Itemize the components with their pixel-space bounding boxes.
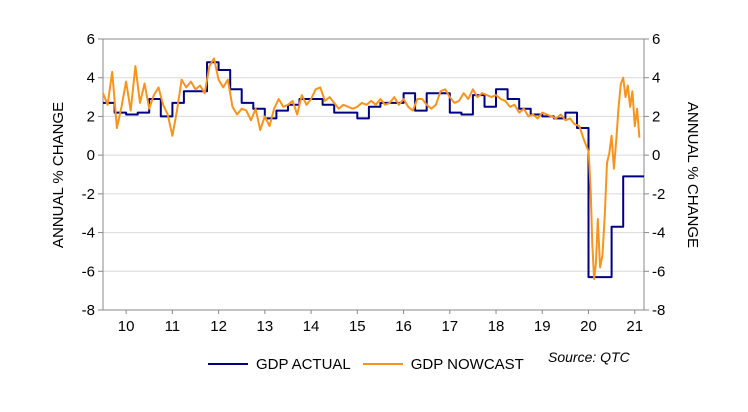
y-tick-label-right: 2	[652, 108, 660, 125]
x-tick-label: 12	[210, 318, 227, 335]
axis-ticks: 6 64 42 20 0-2 -2-4 -4-6 -6-8 -810 11 12 13 14 15 16 17…	[82, 31, 666, 335]
legend-label-gdp-nowcast: GDP NOWCAST	[410, 355, 524, 373]
x-tick-label: 21	[626, 318, 643, 335]
y-tick-label-left: 6	[87, 31, 95, 48]
source-note: Source: QTC	[548, 349, 630, 365]
y-tick-label-right: -4	[652, 225, 665, 242]
y-tick-label-left: 0	[87, 147, 95, 164]
legend-swatch-gdp-nowcast	[362, 363, 403, 365]
y-tick-label-right: -6	[652, 263, 665, 280]
plot-frame	[102, 38, 645, 311]
legend-item-gdp-nowcast: GDP NOWCAST	[362, 355, 524, 373]
y-tick-label-left: -4	[82, 225, 95, 242]
y-axis-label-left: ANNUAL % CHANGE	[50, 102, 67, 248]
y-tick-label-right: 4	[652, 70, 660, 87]
x-tick-label: 13	[256, 318, 273, 335]
x-tick-label: 10	[118, 318, 135, 335]
x-tick-label: 19	[534, 318, 551, 335]
x-tick-label: 14	[303, 318, 320, 335]
x-tick-label: 16	[395, 318, 412, 335]
y-tick-label-right: -8	[652, 302, 665, 319]
x-tick-label: 15	[349, 318, 366, 335]
series-line-gdp-actual	[103, 61, 644, 279]
series-gdp-nowcast	[102, 57, 641, 280]
x-tick-label: 17	[441, 318, 458, 335]
series-line-gdp-nowcast	[102, 57, 641, 280]
y-tick-label-right: 6	[652, 31, 660, 48]
y-tick-label-left: 2	[87, 108, 95, 125]
x-tick-label: 18	[488, 318, 505, 335]
y-axis-label-right: ANNUAL % CHANGE	[684, 102, 701, 248]
legend-item-gdp-actual: GDP ACTUAL	[208, 356, 351, 373]
y-tick-label-left: -6	[82, 263, 95, 280]
y-tick-label-left: -8	[82, 302, 95, 319]
grid-lines	[103, 77, 644, 272]
legend-swatch-gdp-actual	[208, 363, 248, 365]
y-tick-label-right: 0	[652, 147, 660, 164]
y-tick-label-left: 4	[87, 70, 95, 87]
y-tick-label-left: -2	[82, 186, 95, 203]
legend-label-gdp-actual: GDP ACTUAL	[256, 355, 351, 373]
legend: GDP ACTUAL GDP NOWCAST	[208, 352, 524, 376]
series-gdp-actual	[103, 61, 644, 279]
y-tick-label-right: -2	[652, 186, 665, 203]
x-tick-label: 11	[165, 318, 181, 335]
x-tick-label: 20	[580, 318, 597, 335]
